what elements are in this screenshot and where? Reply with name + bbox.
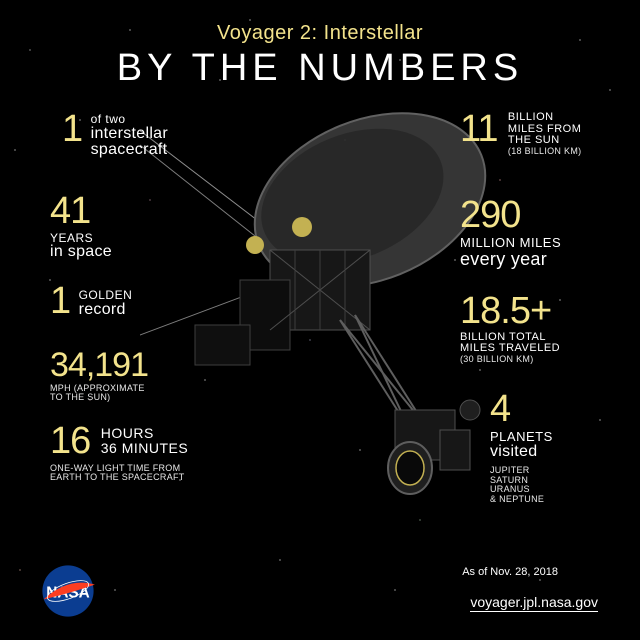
- stat-number: 290: [460, 196, 561, 236]
- stat-years-in-space: 41 YEARS in space: [50, 192, 112, 261]
- stat-number: 18.5+: [460, 292, 560, 332]
- stat-label: TO THE SUN): [50, 393, 148, 402]
- stat-total-miles: 18.5+ BILLION TOTAL MILES TRAVELED (30 B…: [460, 292, 560, 364]
- stat-number: 34,191: [50, 348, 148, 384]
- planet: & NEPTUNE: [490, 495, 553, 504]
- stat-label: of two: [91, 113, 168, 126]
- header-title: BY THE NUMBERS: [0, 47, 640, 90]
- instrument-cluster: [388, 400, 480, 494]
- stat-number: 4: [490, 390, 553, 430]
- stat-label: BILLION: [508, 112, 582, 124]
- stat-number: 1: [62, 108, 82, 150]
- stat-label: HOURS: [101, 426, 188, 441]
- stat-golden-record: 1 GOLDEN record: [50, 282, 132, 322]
- stat-number: 16: [50, 420, 90, 462]
- header: Voyager 2: Interstellar BY THE NUMBERS: [0, 22, 640, 90]
- stat-light-time: 16 HOURS 36 MINUTES ONE-WAY LIGHT TIME F…: [50, 422, 188, 483]
- dish-subreflector: [292, 217, 312, 237]
- stat-miles-from-sun: 11 BILLION MILES FROM THE SUN (18 BILLIO…: [460, 110, 581, 156]
- stat-label: spacecraft: [91, 142, 168, 159]
- stat-label: every year: [460, 250, 561, 269]
- rtg-panel: [195, 325, 250, 365]
- stat-label: EARTH TO THE SPACECRAFT: [50, 473, 188, 482]
- stat-label: record: [79, 302, 133, 319]
- stat-label: (30 BILLION KM): [460, 355, 560, 364]
- stat-mph: 34,191 MPH (APPROXIMATE TO THE SUN): [50, 348, 148, 403]
- stat-label: MILLION MILES: [460, 236, 561, 250]
- antenna-2: [140, 145, 260, 240]
- stat-number: 1: [50, 280, 70, 322]
- header-subtitle: Voyager 2: Interstellar: [0, 22, 640, 45]
- stat-label: GOLDEN: [79, 289, 133, 302]
- stat-label: interstellar: [91, 126, 168, 143]
- stat-label: (18 BILLION KM): [508, 147, 582, 156]
- stat-one-of-two: 1 of two interstellar spacecraft: [62, 110, 168, 159]
- as-of-date: As of Nov. 28, 2018: [462, 566, 558, 578]
- stat-label: THE SUN: [508, 135, 582, 147]
- stat-label: visited: [490, 444, 553, 461]
- stat-label: PLANETS: [490, 430, 553, 444]
- stat-label: in space: [50, 244, 112, 261]
- nasa-logo-icon: NASA: [36, 564, 100, 618]
- stat-number: 41: [50, 192, 112, 232]
- stat-miles-per-year: 290 MILLION MILES every year: [460, 196, 561, 268]
- website-url: voyager.jpl.nasa.gov: [470, 594, 598, 612]
- stat-number: 11: [460, 108, 497, 150]
- stat-label: 36 MINUTES: [101, 441, 188, 456]
- stat-planets-visited: 4 PLANETS visited JUPITER SATURN URANUS …: [490, 390, 553, 504]
